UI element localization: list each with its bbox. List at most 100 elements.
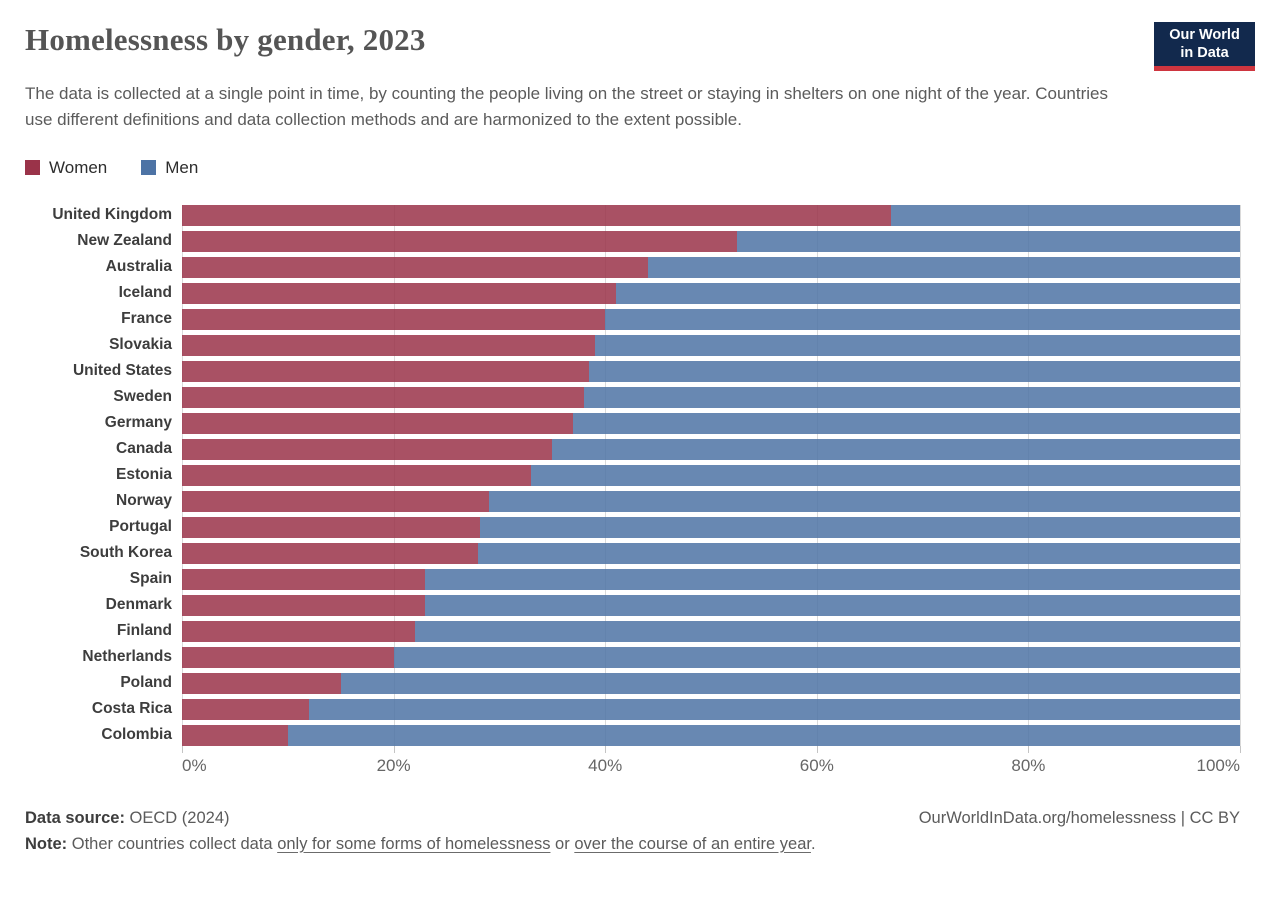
bar-segment-women[interactable] bbox=[182, 516, 481, 538]
bar-segment-men[interactable] bbox=[647, 256, 1240, 278]
bar-segment-men[interactable] bbox=[605, 308, 1240, 330]
bar-segment-men[interactable] bbox=[552, 438, 1240, 460]
axis-tick bbox=[182, 745, 183, 753]
bar-track bbox=[182, 646, 1240, 668]
bar-segment-men[interactable] bbox=[615, 282, 1240, 304]
bar-track bbox=[182, 334, 1240, 356]
bar-track bbox=[182, 620, 1240, 642]
axis-tick bbox=[393, 745, 395, 753]
bar-track bbox=[182, 308, 1240, 330]
bar-segment-men[interactable] bbox=[425, 568, 1240, 590]
bar-track bbox=[182, 464, 1240, 486]
bar-segment-women[interactable] bbox=[182, 308, 606, 330]
country-label: Finland bbox=[116, 622, 172, 640]
legend-swatch-women bbox=[25, 160, 40, 176]
country-label: Sweden bbox=[113, 388, 172, 406]
data-source-label: Data source: bbox=[25, 808, 125, 827]
bar-track bbox=[182, 282, 1240, 304]
table-row: Estonia bbox=[25, 464, 1240, 486]
note-label: Note: bbox=[25, 834, 72, 853]
x-axis: 0% 20% 40% 60% 80% 100% bbox=[182, 756, 1240, 782]
bar-segment-women[interactable] bbox=[182, 568, 426, 590]
bar-segment-men[interactable] bbox=[287, 724, 1240, 746]
gridline bbox=[1240, 204, 1241, 746]
bar-track bbox=[182, 672, 1240, 694]
table-row: Norway bbox=[25, 490, 1240, 512]
bar-segment-women[interactable] bbox=[182, 386, 585, 408]
legend-label: Women bbox=[49, 157, 108, 177]
table-row: Australia bbox=[25, 256, 1240, 278]
bar-segment-women[interactable] bbox=[182, 490, 489, 512]
bar-segment-men[interactable] bbox=[340, 672, 1240, 694]
bar-track bbox=[182, 490, 1240, 512]
country-label: Estonia bbox=[116, 466, 172, 484]
axis-tick bbox=[605, 745, 607, 753]
note-link[interactable]: only for some forms of homelessness bbox=[277, 834, 551, 853]
bar-segment-women[interactable] bbox=[182, 464, 532, 486]
country-label: Norway bbox=[116, 492, 172, 510]
bar-segment-men[interactable] bbox=[425, 594, 1240, 616]
table-row: Netherlands bbox=[25, 646, 1240, 668]
bar-segment-men[interactable] bbox=[584, 386, 1240, 408]
bar-segment-women[interactable] bbox=[182, 204, 891, 226]
bar-segment-women[interactable] bbox=[182, 594, 426, 616]
table-row: Finland bbox=[25, 620, 1240, 642]
bar-segment-men[interactable] bbox=[414, 620, 1240, 642]
chart-subtitle: The data is collected at a single point … bbox=[25, 84, 1108, 130]
legend: Women Men bbox=[25, 158, 1240, 178]
bar-segment-men[interactable] bbox=[393, 646, 1240, 668]
bar-track bbox=[182, 516, 1240, 538]
data-source-value: OECD (2024) bbox=[129, 808, 230, 827]
bar-track bbox=[182, 542, 1240, 564]
bar-track bbox=[182, 360, 1240, 382]
bar-segment-women[interactable] bbox=[182, 438, 553, 460]
bar-segment-men[interactable] bbox=[480, 516, 1240, 538]
bar-segment-women[interactable] bbox=[182, 672, 341, 694]
bar-segment-women[interactable] bbox=[182, 360, 590, 382]
bar-segment-women[interactable] bbox=[182, 334, 595, 356]
table-row: South Korea bbox=[25, 542, 1240, 564]
bar-track bbox=[182, 594, 1240, 616]
country-label: Poland bbox=[120, 674, 172, 692]
bar-segment-women[interactable] bbox=[182, 646, 394, 668]
x-axis-tick-label: 0% bbox=[182, 755, 207, 775]
bar-segment-men[interactable] bbox=[573, 412, 1240, 434]
country-label: Netherlands bbox=[82, 648, 172, 666]
bar-segment-women[interactable] bbox=[182, 542, 479, 564]
bar-segment-women[interactable] bbox=[182, 256, 648, 278]
table-row: France bbox=[25, 308, 1240, 330]
bar-segment-men[interactable] bbox=[890, 204, 1240, 226]
bar-segment-men[interactable] bbox=[589, 360, 1240, 382]
attribution-link[interactable]: OurWorldInData.org/homelessness | CC BY bbox=[918, 808, 1240, 827]
x-axis-tick-label: 40% bbox=[588, 755, 623, 775]
country-label: Portugal bbox=[109, 518, 172, 536]
table-row: Iceland bbox=[25, 282, 1240, 304]
legend-item-men: Men bbox=[141, 158, 198, 178]
bar-segment-men[interactable] bbox=[594, 334, 1240, 356]
table-row: New Zealand bbox=[25, 230, 1240, 252]
bar-segment-men[interactable] bbox=[488, 490, 1240, 512]
axis-tick bbox=[1240, 745, 1241, 753]
note-link[interactable]: over the course of an entire year bbox=[574, 834, 811, 853]
bar-segment-men[interactable] bbox=[531, 464, 1240, 486]
country-label: Canada bbox=[116, 440, 172, 458]
bar-segment-women[interactable] bbox=[182, 412, 574, 434]
bar-segment-men[interactable] bbox=[308, 698, 1240, 720]
table-row: Denmark bbox=[25, 594, 1240, 616]
bar-segment-women[interactable] bbox=[182, 230, 738, 252]
footer: Data source: OECD (2024) OurWorldInData.… bbox=[25, 809, 1240, 854]
axis-tick bbox=[816, 745, 818, 753]
bar-segment-women[interactable] bbox=[182, 724, 288, 746]
country-label: Australia bbox=[105, 258, 172, 276]
bar-segment-men[interactable] bbox=[737, 230, 1240, 252]
bar-segment-men[interactable] bbox=[478, 542, 1240, 564]
bar-segment-women[interactable] bbox=[182, 282, 616, 304]
logo-line-1: Our World bbox=[1169, 26, 1240, 43]
logo-line-2: in Data bbox=[1180, 45, 1229, 61]
table-row: Germany bbox=[25, 412, 1240, 434]
footer-source-row: Data source: OECD (2024) OurWorldInData.… bbox=[25, 809, 1240, 828]
x-axis-tick-label: 20% bbox=[376, 755, 411, 775]
bar-segment-women[interactable] bbox=[182, 698, 309, 720]
bar-segment-women[interactable] bbox=[182, 620, 415, 642]
bar-track bbox=[182, 568, 1240, 590]
